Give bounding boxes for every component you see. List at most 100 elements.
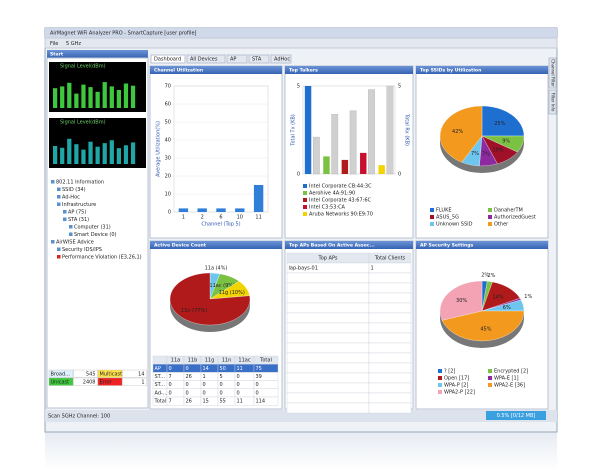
legend-label: Aruba Networks 90:E9:70 [309, 212, 373, 218]
x-tick-label: 10 [237, 215, 243, 221]
table-header: 11n [222, 358, 232, 364]
signal-bar [74, 93, 79, 108]
table-cell [368, 302, 412, 314]
panel-title: Top SSIDs by Utilization [420, 68, 481, 74]
tab[interactable] [248, 54, 270, 64]
tree-item[interactable]: AirWISE Advice [56, 240, 94, 246]
table-cell-text: 0 [220, 390, 223, 396]
y2-tick-label: 0 [398, 172, 401, 178]
table-cell-text: 0 [169, 382, 172, 388]
signal-bar [116, 90, 121, 108]
pie-label: 42% [452, 129, 463, 135]
tree-item[interactable]: Computer (31) [74, 225, 111, 231]
table-cell [286, 402, 370, 414]
tab-label[interactable]: AP [230, 57, 236, 63]
signal-bar [81, 84, 86, 108]
table-cell-text: 14 [203, 366, 209, 372]
pie-slice [481, 105, 525, 137]
side-tab-label[interactable]: Filter Info [551, 93, 556, 112]
x-tick-label: 2 [201, 215, 204, 221]
menu-item[interactable]: 5 GHz [66, 41, 81, 47]
counter-text: Broad... [51, 372, 71, 378]
table-cell [368, 292, 412, 304]
reflection [45, 432, 557, 470]
counter-cell [48, 377, 74, 386]
y-tick-label: 40 [165, 138, 171, 144]
bar [349, 110, 357, 175]
table-cell-text: Total [154, 399, 167, 405]
table-cell-text: 0 [203, 390, 206, 396]
tree-item[interactable]: 802.11 Information [56, 180, 104, 186]
menu-item[interactable]: File [50, 41, 58, 47]
table-cell-text: 26 [186, 399, 192, 405]
legend-swatch [303, 212, 307, 216]
signal-bar [88, 87, 93, 108]
legend-swatch [488, 383, 492, 387]
side-tab[interactable] [548, 89, 557, 115]
title-bar [45, 28, 557, 38]
tree-icon [57, 202, 61, 206]
tree-item[interactable]: STA (31) [68, 217, 89, 223]
x-tick-label: 1 [182, 215, 185, 221]
tab[interactable] [150, 54, 186, 64]
table-cell-text: lap-bays-01 [289, 266, 318, 272]
signal-bar [60, 86, 65, 108]
tree-icon [63, 210, 67, 214]
tree-item[interactable]: Smart Device (0) [74, 232, 117, 238]
legend-label: ASUS_5G [436, 215, 459, 221]
y-tick-label: 50 [165, 120, 171, 126]
legend-label: WPA-E [1] [494, 376, 519, 382]
pie-label: 11g (10%) [219, 290, 245, 296]
tab[interactable] [186, 54, 226, 64]
pie-label: 30% [456, 298, 467, 304]
table-cell [368, 372, 412, 384]
tree-item[interactable]: Infrastructure [62, 202, 96, 208]
start-header [47, 50, 148, 58]
counter-cell [97, 369, 123, 378]
tree-item[interactable]: Ad-Hoc [62, 195, 80, 201]
legend-swatch [303, 184, 307, 188]
pie-label: 10% [493, 147, 504, 153]
x-tick-label: 6 [219, 215, 222, 221]
table-cell [253, 396, 279, 406]
legend-label: Encrypted [2] [494, 369, 528, 375]
bar [331, 114, 339, 175]
table-cell-text: 7 [169, 399, 172, 405]
table-cell [286, 372, 370, 384]
panel-title: Channel Utilization [154, 68, 203, 74]
tree-icon [69, 232, 73, 236]
y-tick-label: 70 [165, 84, 171, 90]
tab-label[interactable]: All Devices [190, 57, 218, 63]
panel-header [285, 66, 413, 74]
bar [197, 208, 207, 212]
bar [312, 136, 320, 175]
y-tick-label: 60 [165, 102, 171, 108]
tab[interactable] [226, 54, 248, 64]
side-tab[interactable] [548, 57, 557, 89]
bar [178, 208, 189, 212]
tab[interactable] [270, 54, 292, 64]
y2-axis-label: Total Rx (KB) [404, 113, 410, 146]
table-cell-text: 0 [237, 390, 240, 396]
table-cell [286, 332, 370, 344]
table-header: 11b [188, 358, 198, 364]
tree-item[interactable]: Performance Violation (E3,26,1) [62, 255, 142, 261]
table-cell [368, 312, 412, 324]
tab-label[interactable]: Dashboard [154, 57, 181, 63]
table-cell [286, 292, 370, 304]
legend-label: WPA2-P [22] [444, 390, 475, 396]
legend-swatch [438, 376, 442, 380]
tree-item[interactable]: SSID (34) [62, 187, 86, 193]
legend-label: Intel Corporate 43:67:6C [309, 198, 372, 204]
side-tab-label[interactable]: Channel Filter [551, 59, 556, 87]
legend-label: FLUKE [436, 208, 452, 214]
counter-text: 1 [141, 380, 144, 386]
table-cell [368, 332, 412, 344]
tab-label[interactable]: STA [252, 57, 262, 63]
tree-item[interactable]: AP (75) [68, 210, 86, 216]
y2-tick-label: 5 [398, 84, 401, 90]
table-cell [286, 382, 370, 394]
tree-item[interactable]: Security IDS/IPS [62, 247, 102, 253]
tab-label[interactable]: AdHoc [274, 57, 290, 63]
signal-bar [95, 146, 100, 164]
